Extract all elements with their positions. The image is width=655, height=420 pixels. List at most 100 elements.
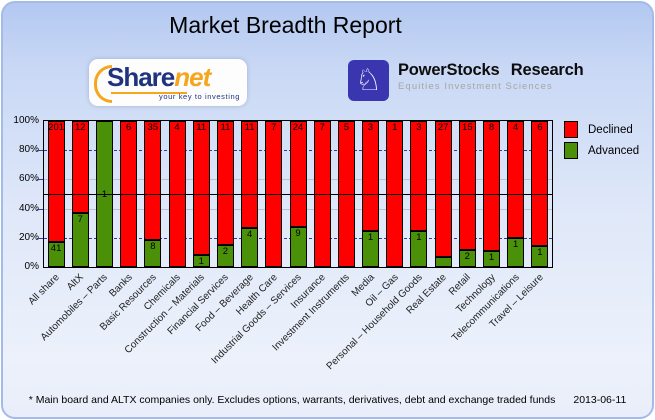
bar-segment-advanced: 9 <box>289 227 307 267</box>
bar-segment-declined: 3 <box>362 121 380 231</box>
advanced-count-label: 4 <box>246 229 253 241</box>
footnote-text: * Main board and ALTX companies only. Ex… <box>28 394 556 406</box>
bar-segment-advanced: 7 <box>71 213 89 267</box>
advanced-count-label: 1 <box>488 251 495 263</box>
bar-segment-advanced: 1 <box>362 230 380 267</box>
bar-segment-declined: 8 <box>483 121 501 251</box>
bar-segment-advanced: 41 <box>47 242 65 267</box>
stacked-bar: 11 1 <box>192 121 210 267</box>
powerstocks-text: PowerStocks Research Equities Investment… <box>398 61 584 92</box>
declined-count-label: 4 <box>513 122 519 133</box>
declined-count-label: 6 <box>537 122 543 133</box>
y-tick-label: 100% <box>13 115 39 126</box>
bar-segment-advanced: 2 <box>216 244 234 267</box>
page-title: Market Breadth Report <box>169 12 402 38</box>
declined-count-label: 3 <box>416 122 422 133</box>
bar-segment-declined: 11 <box>216 121 234 245</box>
declined-count-label: 8 <box>488 122 495 133</box>
bar-segment-advanced: 2 <box>458 249 476 267</box>
bar-segment-declined: 6 <box>531 121 549 247</box>
legend-label: Declined <box>588 123 633 136</box>
sharenet-tagline: your key to investing <box>159 92 240 101</box>
bar-segment-advanced: 8 <box>144 239 162 267</box>
bar-segment-advanced <box>434 256 452 267</box>
legend-row: Declined <box>564 121 639 138</box>
bar-segment-declined: 24 <box>289 121 307 228</box>
bar-segment-declined: 201 <box>47 121 65 243</box>
declined-count-label: 7 <box>271 122 277 133</box>
y-tick-label: 0% <box>24 261 39 272</box>
bar-segment-advanced: 1 <box>192 254 210 267</box>
declined-count-label: 201 <box>48 122 65 133</box>
advanced-count-label: 1 <box>416 231 422 243</box>
bar-segment-declined: 35 <box>144 121 162 240</box>
legend-swatch-advanced <box>564 142 578 159</box>
bar-segment-declined: 27 <box>434 121 452 257</box>
sharenet-underline <box>111 92 187 94</box>
declined-count-label: 4 <box>174 122 180 133</box>
sharenet-logo: Sharenet your key to investing <box>89 59 247 106</box>
stacked-bar: 12 7 <box>71 121 89 267</box>
stacked-bar: 11 4 <box>241 121 259 267</box>
powerstocks-title: PowerStocks Research <box>398 61 584 79</box>
declined-count-label: 35 <box>147 122 159 133</box>
bar-segment-declined: 3 <box>410 121 428 231</box>
y-tick-label: 40% <box>18 202 39 214</box>
declined-count-label: 24 <box>292 122 304 133</box>
powerstocks-subtitle: Equities Investment Sciences <box>398 81 553 92</box>
legend-label: Advanced <box>588 144 640 157</box>
advanced-count-label: 41 <box>50 243 62 255</box>
bar-segment-advanced: 1 <box>507 237 525 267</box>
advanced-count-label: 1 <box>198 255 204 267</box>
y-tick-mark <box>37 150 43 152</box>
declined-count-label: 5 <box>343 122 350 133</box>
stacked-bar: 35 8 <box>144 121 162 267</box>
bar-segment-declined: 15 <box>458 121 476 250</box>
reference-line-50pct <box>44 194 552 195</box>
footnote: * Main board and ALTX companies only. Ex… <box>3 394 652 406</box>
stacked-bar: 15 2 <box>458 121 476 267</box>
sharenet-word-net: net <box>174 62 211 92</box>
sharenet-wordmark: Sharenet <box>107 62 211 93</box>
bar-segment-advanced: 4 <box>241 228 259 267</box>
declined-count-label: 27 <box>437 122 449 133</box>
y-tick-mark <box>37 208 43 210</box>
knight-chess-icon: ♘ <box>348 60 389 101</box>
declined-count-label: 11 <box>244 122 255 133</box>
advanced-count-label: 2 <box>464 250 470 262</box>
bar-segment-declined: 11 <box>192 121 210 255</box>
stacked-bar: 27 <box>434 121 452 267</box>
advanced-count-label: 8 <box>150 240 156 252</box>
declined-count-label: 7 <box>319 122 325 133</box>
advanced-count-label: 2 <box>222 245 229 257</box>
declined-count-label: 12 <box>74 122 86 133</box>
advanced-count-label: 7 <box>77 214 83 226</box>
declined-count-label: 6 <box>126 122 132 133</box>
declined-count-label: 15 <box>462 122 473 133</box>
sharenet-word-share: Share <box>107 62 175 92</box>
legend-swatch-declined <box>564 121 578 138</box>
bar-segment-advanced: 1 <box>410 230 428 267</box>
legend-row: Advanced <box>564 142 639 159</box>
stacked-bar: 201 41 <box>47 121 65 267</box>
y-tick-mark <box>37 179 43 181</box>
y-tick-label: 20% <box>18 231 39 243</box>
bar-segment-advanced: 1 <box>483 250 501 267</box>
declined-count-label: 11 <box>220 122 231 133</box>
stacked-bar: 24 9 <box>289 121 307 267</box>
y-tick-label: 60% <box>18 173 39 185</box>
declined-count-label: 1 <box>392 122 398 133</box>
legend: Declined Advanced <box>564 121 639 163</box>
footnote-date: 2013-06-11 <box>573 394 627 406</box>
plot-area: 201 41 12 7 1 6 35 8 4 11 1 11 2 11 4 7 24 9 7 5 3 1 1 3 1 27 15 2 8… <box>43 120 553 268</box>
bar-segment-declined: 11 <box>241 121 259 229</box>
declined-count-label: 11 <box>196 122 207 133</box>
advanced-count-label: 1 <box>513 238 519 250</box>
declined-count-label: 3 <box>367 122 374 133</box>
